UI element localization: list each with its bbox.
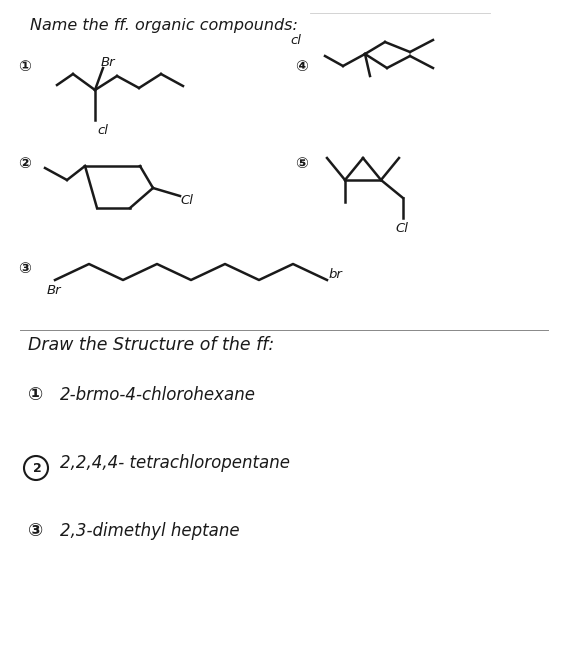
Text: 2-brmo-4-chlorohexane: 2-brmo-4-chlorohexane (60, 386, 256, 404)
Text: br: br (329, 268, 343, 281)
Text: Name the ff. organic compounds:: Name the ff. organic compounds: (30, 18, 298, 33)
Text: 2,3-dimethyl heptane: 2,3-dimethyl heptane (60, 522, 240, 540)
Text: ⑤: ⑤ (295, 156, 308, 171)
Text: ①: ① (18, 59, 31, 74)
Text: 2,2,4,4- tetrachloropentane: 2,2,4,4- tetrachloropentane (60, 454, 290, 472)
Text: Draw the Structure of the ff:: Draw the Structure of the ff: (28, 336, 274, 354)
Text: Br: Br (101, 56, 116, 69)
Text: cl: cl (97, 124, 108, 137)
Text: ②: ② (18, 156, 31, 171)
Text: ③: ③ (28, 522, 43, 540)
Text: ①: ① (28, 386, 43, 404)
Text: cl: cl (290, 34, 301, 47)
Text: 2: 2 (33, 462, 42, 475)
Text: ③: ③ (18, 261, 31, 276)
Text: ④: ④ (295, 59, 308, 74)
Text: Cl: Cl (180, 194, 193, 207)
Text: Cl: Cl (395, 222, 408, 235)
Text: Br: Br (47, 284, 61, 297)
